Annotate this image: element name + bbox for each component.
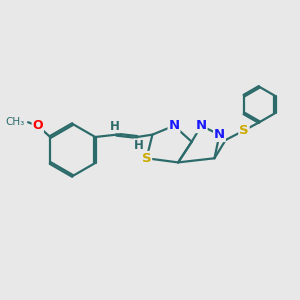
Text: H: H <box>134 139 144 152</box>
Text: H: H <box>110 120 120 133</box>
Text: N: N <box>168 119 180 132</box>
Text: CH₃: CH₃ <box>5 117 25 127</box>
Text: N: N <box>196 119 207 132</box>
Text: S: S <box>142 152 151 165</box>
Text: O: O <box>32 119 43 132</box>
Text: N: N <box>214 128 225 141</box>
Text: S: S <box>239 124 249 137</box>
